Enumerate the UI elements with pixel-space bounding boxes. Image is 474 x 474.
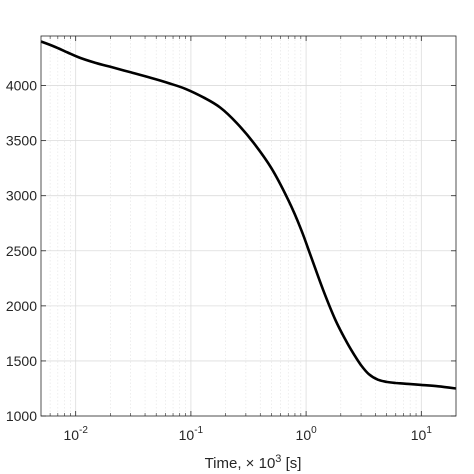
- plot-area: [41, 36, 456, 416]
- y-tick-label: 4000: [6, 78, 37, 94]
- y-tick-label: 2500: [6, 243, 37, 259]
- y-tick-label: 1000: [6, 408, 37, 424]
- x-tick-label: 10-2: [63, 425, 88, 443]
- series-layer: [40, 40, 457, 390]
- y-tick-label: 3000: [6, 188, 37, 204]
- ticks: [41, 36, 456, 417]
- x-tick-label: 101: [411, 425, 433, 443]
- y-tick-label: 3500: [6, 133, 37, 149]
- plot-frame: [40, 35, 457, 417]
- y-tick-label: 2000: [6, 298, 37, 314]
- x-tick-label: 10-1: [179, 425, 204, 443]
- tick-labels: 10-2 10-1 100 101 1000 1500 2000 2500 3000 3500 40…: [6, 78, 432, 443]
- x-axis-label: Time, × 103 [s]: [205, 453, 302, 472]
- series-line: [40, 40, 457, 390]
- y-tick-label: 1500: [6, 353, 37, 369]
- x-tick-label: 100: [296, 425, 318, 443]
